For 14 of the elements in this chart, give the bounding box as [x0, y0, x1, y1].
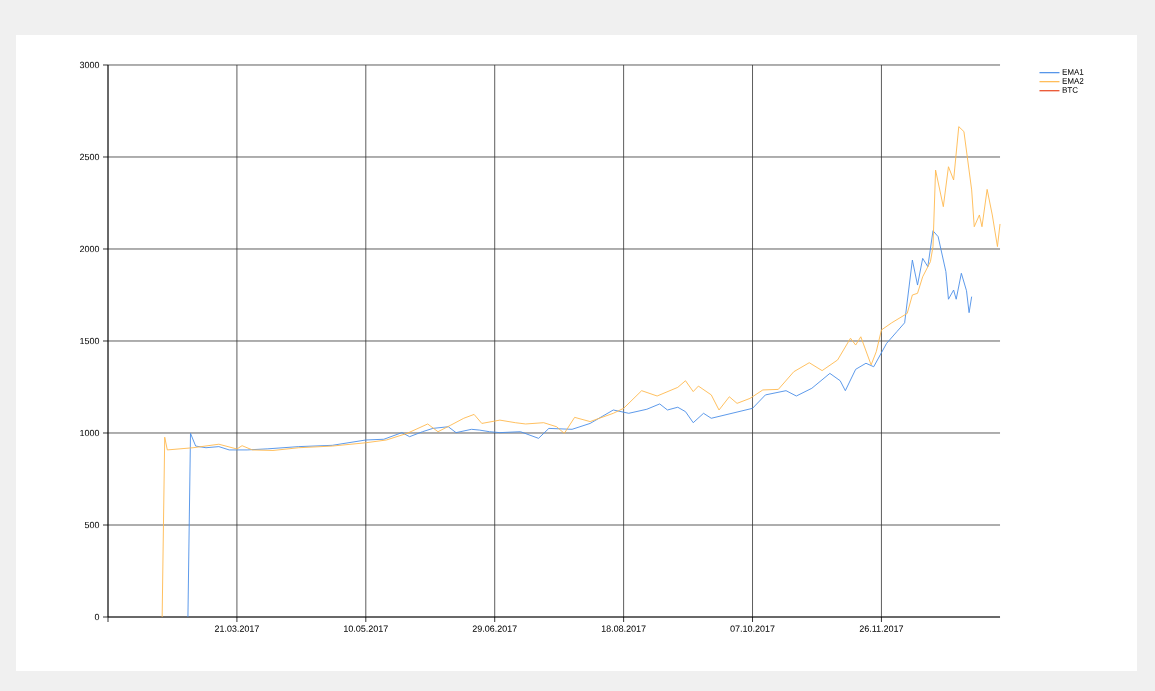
y-tick-label: 2000 [79, 245, 100, 253]
x-tick-label: 26.11.2017 [859, 625, 904, 632]
x-tick-label: 07.10.2017 [730, 625, 775, 632]
y-tick-label: 0 [94, 613, 100, 621]
x-tick-label: 18.08.2017 [601, 625, 646, 632]
x-tick-label: 10.05.2017 [344, 625, 388, 632]
y-tick-label: 500 [84, 521, 100, 529]
y-tick-label: 2500 [79, 153, 100, 161]
x-tick-label: 29.06.2017 [472, 625, 517, 632]
x-tick-label: 21.03.2017 [214, 625, 259, 632]
line-series [161, 126, 1001, 618]
y-tick-label: 3000 [79, 61, 100, 69]
y-tick-label: 1500 [80, 337, 100, 345]
y-tick-label: 1000 [80, 429, 100, 437]
